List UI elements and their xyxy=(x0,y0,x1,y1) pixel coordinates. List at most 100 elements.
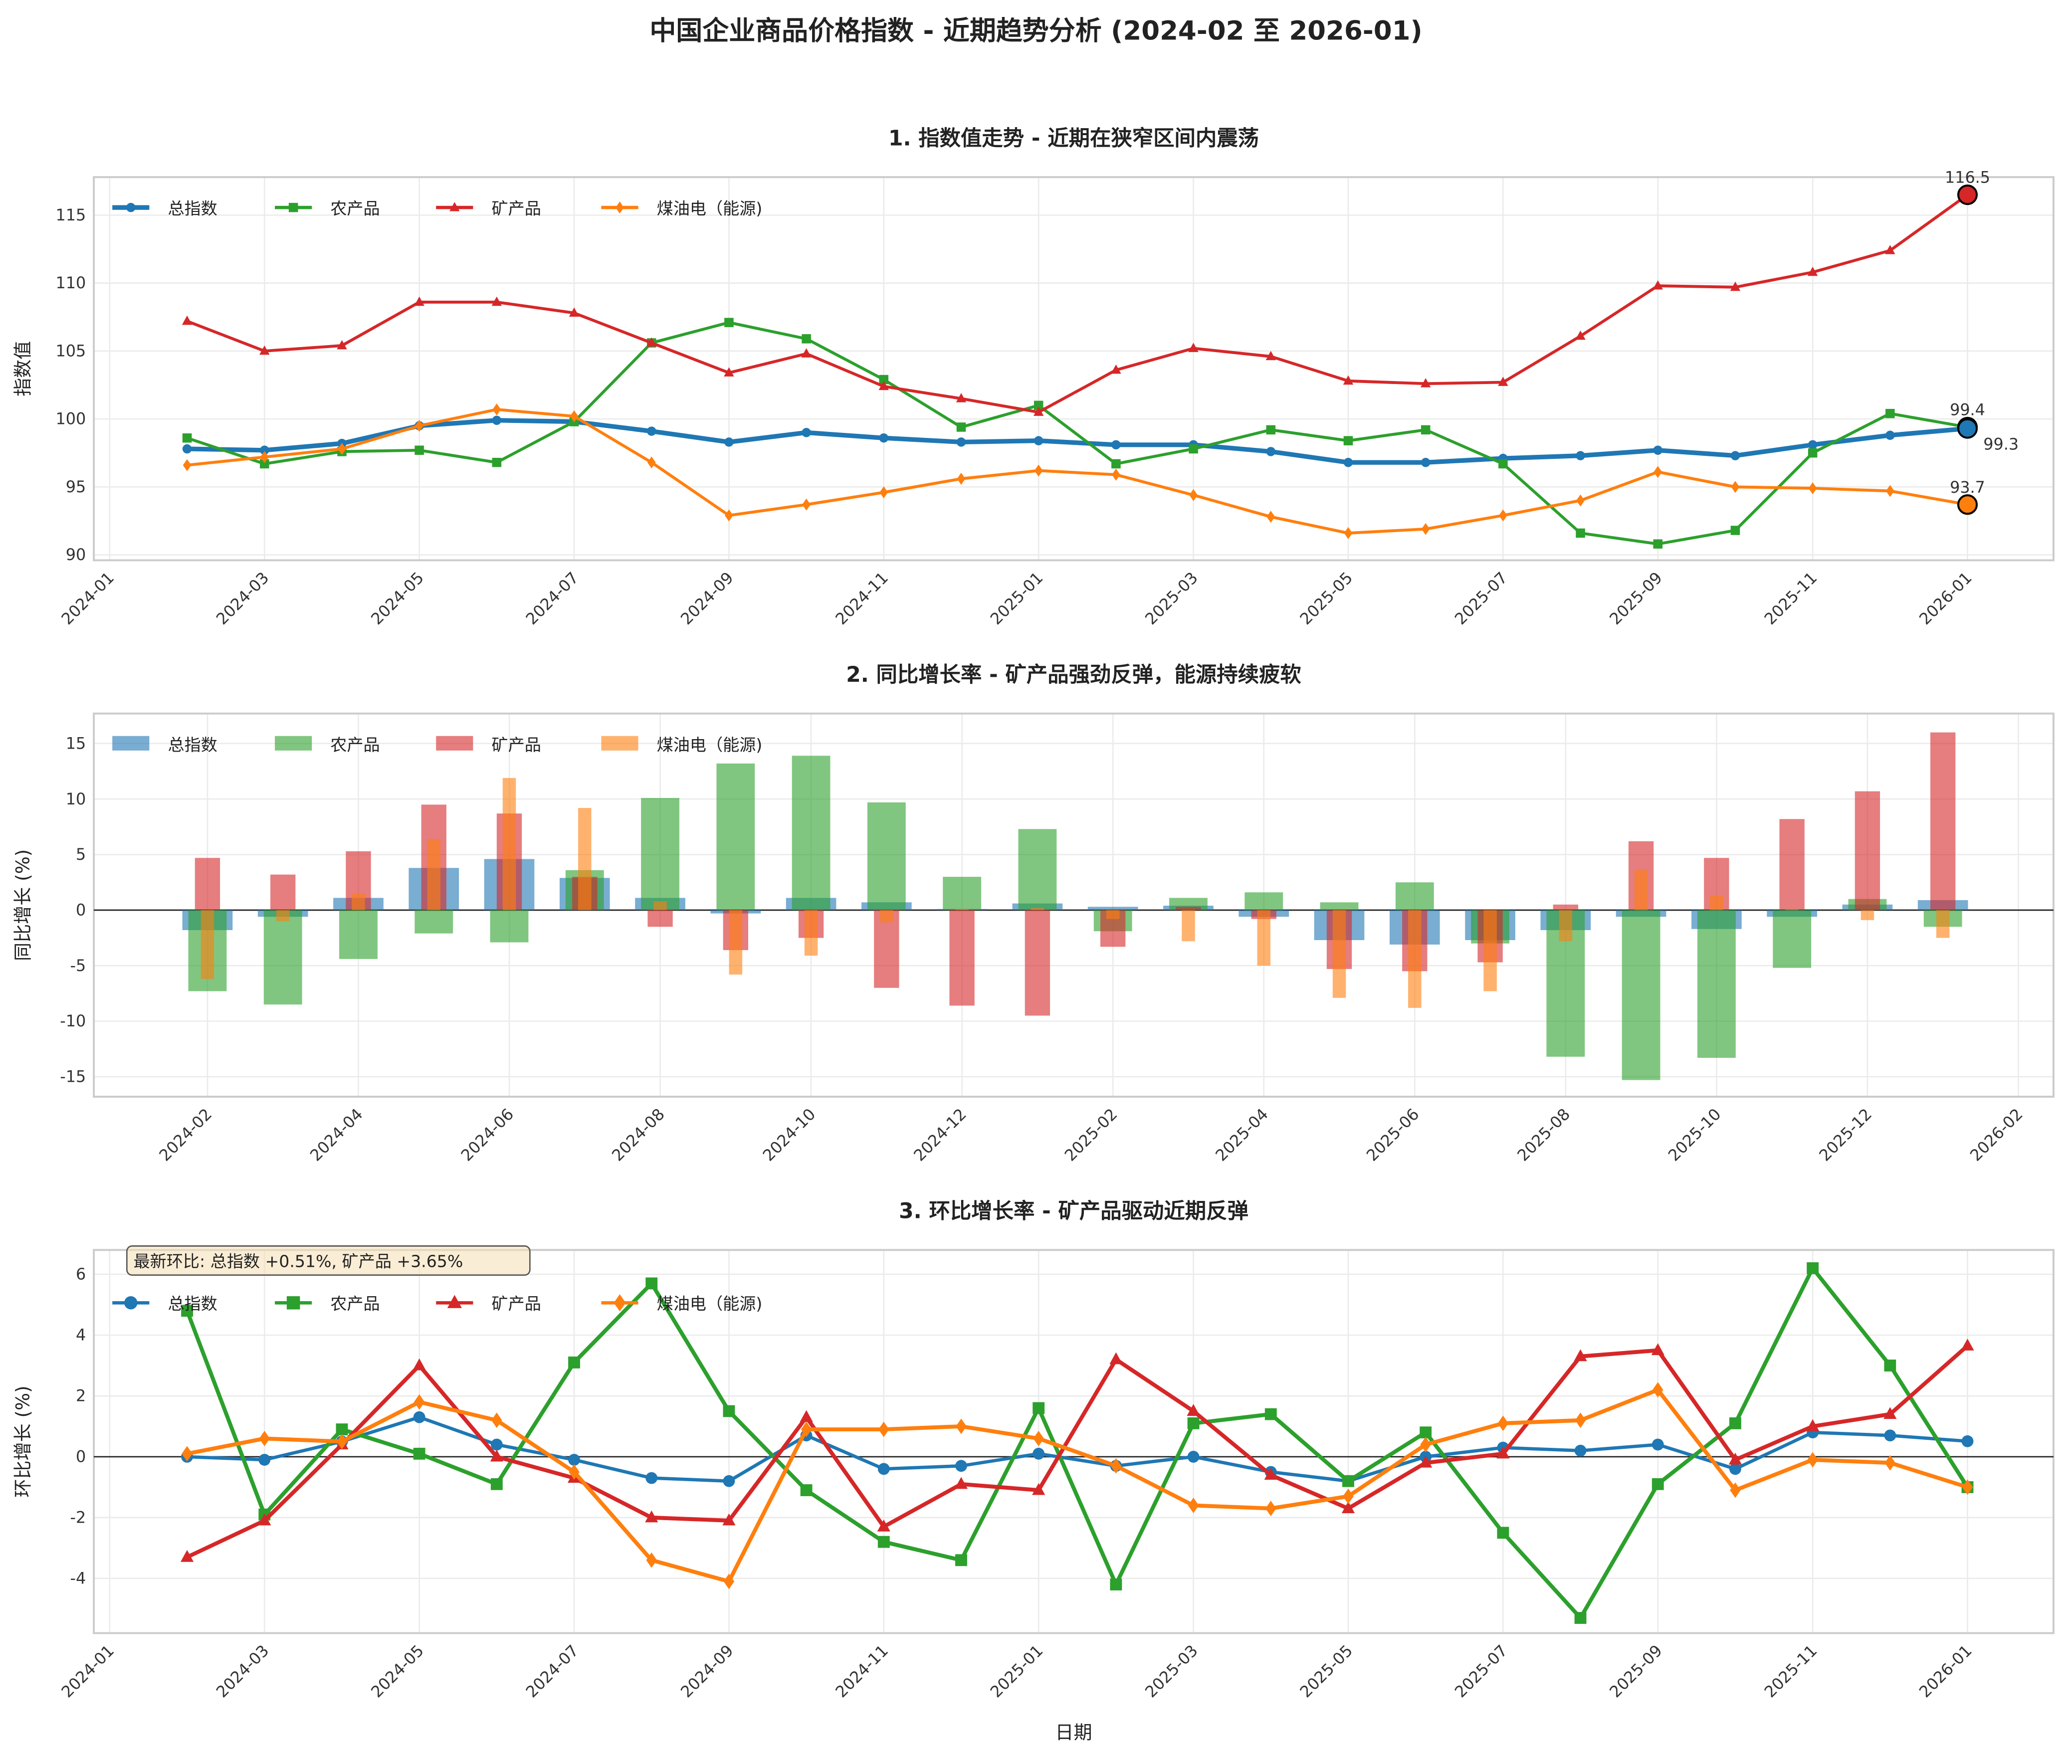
legend-swatch xyxy=(436,736,473,751)
legend-label: 农产品 xyxy=(330,735,380,755)
data-point-3 xyxy=(1731,481,1740,493)
data-point-2 xyxy=(337,340,347,350)
data-point-3 xyxy=(1575,1412,1586,1428)
data-point-0 xyxy=(1729,1463,1741,1475)
data-point-1 xyxy=(645,1277,658,1290)
data-point-0 xyxy=(879,433,889,443)
data-point-3 xyxy=(415,419,424,432)
data-point-3 xyxy=(1110,1458,1122,1474)
y-axis-label: 指数值 xyxy=(12,341,33,396)
legend-marker xyxy=(447,1295,462,1308)
bar-3 xyxy=(201,910,214,979)
bar-1 xyxy=(339,910,378,959)
bar-3 xyxy=(1408,910,1422,1008)
data-point-0 xyxy=(1574,1444,1587,1457)
data-point-3 xyxy=(1962,1479,1973,1495)
data-point-2 xyxy=(800,1410,813,1422)
legend-marker xyxy=(286,1296,300,1310)
data-point-0 xyxy=(492,415,502,425)
data-point-0 xyxy=(1653,445,1663,455)
data-point-2 xyxy=(1109,1352,1123,1365)
data-point-1 xyxy=(1574,1612,1587,1624)
data-point-1 xyxy=(1497,1527,1509,1539)
y-tick-label: 95 xyxy=(66,478,86,496)
legend-label: 矿产品 xyxy=(492,198,541,218)
end-point-3 xyxy=(1957,494,1978,515)
bar-1 xyxy=(867,802,906,910)
end-value-label: 99.4 xyxy=(1950,401,1985,419)
data-point-2 xyxy=(1961,1339,1974,1351)
plot-frame xyxy=(93,712,2055,1098)
data-point-1 xyxy=(1808,448,1818,458)
data-point-1 xyxy=(1343,436,1353,445)
data-point-1 xyxy=(1189,444,1198,454)
data-point-3 xyxy=(1034,464,1043,477)
bar-3 xyxy=(880,910,893,923)
y-tick-label: 5 xyxy=(76,845,86,864)
y-tick-label: 90 xyxy=(66,546,86,564)
data-point-0 xyxy=(1111,440,1121,450)
data-point-2 xyxy=(877,1519,890,1532)
data-point-2 xyxy=(1033,406,1044,416)
data-point-0 xyxy=(1034,436,1043,445)
y-tick-label: 2 xyxy=(76,1387,86,1405)
data-point-0 xyxy=(645,1472,658,1484)
y-tick-label: 100 xyxy=(56,410,86,428)
data-point-1 xyxy=(723,1405,735,1417)
data-point-0 xyxy=(1652,1438,1664,1451)
bar-1 xyxy=(716,763,755,910)
bar-3 xyxy=(578,808,592,910)
data-point-3 xyxy=(1576,494,1585,507)
data-point-3 xyxy=(1421,523,1430,535)
data-point-3 xyxy=(1420,1437,1431,1453)
data-point-2 xyxy=(1188,343,1199,352)
legend-label: 总指数 xyxy=(168,198,217,218)
data-point-1 xyxy=(1187,1417,1200,1429)
data-point-2 xyxy=(1187,1404,1200,1416)
data-point-2 xyxy=(878,381,889,391)
bar-3 xyxy=(276,910,290,922)
y-tick-label: -5 xyxy=(70,957,86,975)
data-point-3 xyxy=(956,1418,967,1434)
data-point-2 xyxy=(490,1449,503,1462)
bar-2 xyxy=(1176,907,1201,910)
bar-0 xyxy=(1087,907,1138,910)
data-point-1 xyxy=(1420,1426,1432,1439)
series-line-1 xyxy=(185,1264,1969,1621)
data-point-0 xyxy=(1730,451,1740,460)
data-point-1 xyxy=(1266,425,1276,435)
data-point-1 xyxy=(492,457,502,467)
figure-title: 中国企业商品价格指数 - 近期趋势分析 (2024-02 至 2026-01) xyxy=(649,16,1422,46)
bar-1 xyxy=(263,910,302,1005)
data-point-3 xyxy=(1265,1501,1276,1517)
y-tick-label: -10 xyxy=(60,1012,86,1030)
data-point-0 xyxy=(182,444,192,454)
bar-1 xyxy=(1018,829,1057,910)
data-point-2 xyxy=(491,296,502,306)
legend-label: 煤油电（能源) xyxy=(657,1294,763,1314)
data-point-2 xyxy=(1265,351,1276,361)
legend-label: 总指数 xyxy=(168,735,217,755)
data-point-2 xyxy=(1498,377,1508,386)
data-point-3 xyxy=(569,1464,580,1480)
data-point-1 xyxy=(1033,1402,1045,1414)
data-point-2 xyxy=(1419,1455,1433,1468)
data-point-0 xyxy=(877,1463,890,1475)
data-point-2 xyxy=(1883,1407,1897,1419)
data-point-3 xyxy=(1730,1482,1741,1498)
data-point-3 xyxy=(259,1430,270,1446)
data-point-0 xyxy=(259,445,269,455)
data-point-3 xyxy=(1497,1415,1509,1431)
bar-3 xyxy=(1785,909,1799,910)
data-point-2 xyxy=(182,315,193,325)
y-tick-label: 105 xyxy=(56,342,86,360)
data-point-0 xyxy=(1266,447,1276,456)
data-point-2 xyxy=(258,1513,271,1526)
legend-swatch xyxy=(112,736,150,751)
legend-label: 矿产品 xyxy=(492,1294,541,1314)
data-point-0 xyxy=(1421,457,1431,467)
data-point-3 xyxy=(492,403,501,416)
data-point-3 xyxy=(802,498,811,511)
data-point-1 xyxy=(802,334,811,344)
